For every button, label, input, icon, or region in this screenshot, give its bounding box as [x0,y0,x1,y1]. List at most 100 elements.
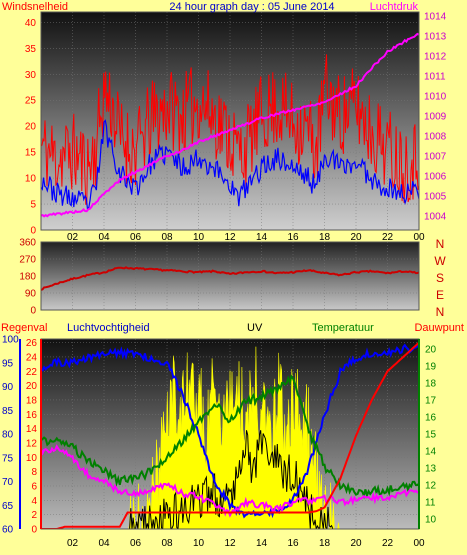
humidity-tick-label: 60 [2,525,14,536]
uv-title: UV [247,322,263,334]
uv-tick-label: 8 [31,467,37,478]
wind-average-line [41,119,419,211]
climate-x-tick-label: 08 [161,538,173,549]
humidity-tick-label: 70 [2,477,14,488]
temperature-tick-label: 19 [425,362,437,373]
temperature-tick-label: 17 [425,396,437,407]
wind-speed-tick-label: 30 [25,70,37,81]
climate-x-tick-label: 00 [413,538,425,549]
uv-tick-label: 4 [31,496,37,507]
uv-tick-label: 0 [31,525,37,536]
wind-x-tick-label: 16 [287,232,299,243]
climate-time-axis: 02 04 06 08 10 12 14 16 18 20 22 00 [67,538,425,549]
wind-time-axis: 02 04 06 08 10 12 14 16 18 20 22 00 [67,232,425,243]
pressure-tick-label: 1004 [424,212,447,223]
compass-label: N [436,305,445,319]
pressure-tick-label: 1012 [424,52,447,63]
wind-x-tick-label: 12 [224,232,236,243]
wind-speed-tick-label: 25 [25,96,37,107]
climate-x-tick-label: 10 [193,538,205,549]
direction-series [41,266,419,291]
humidity-tick-label: 95 [2,358,14,369]
wind-x-tick-label: 04 [98,232,110,243]
compass-label: E [436,288,444,302]
humidity-tick-label: 65 [2,501,14,512]
humidity-tick-label: 85 [2,406,14,417]
climate-x-tick-label: 20 [350,538,362,549]
climate-x-tick-label: 04 [98,538,110,549]
humidity-line [41,343,419,519]
wind-direction-line [41,266,419,291]
direction-tick-label: 0 [30,306,36,317]
wind-x-tick-label: 08 [161,232,173,243]
direction-tick-label: 360 [19,238,36,249]
direction-tick-label: 180 [19,272,36,283]
climate-x-tick-label: 14 [256,538,268,549]
temperature-title: Temperatuur [312,322,374,334]
pressure-tick-label: 1010 [424,92,447,103]
humidity-title: Luchtvochtigheid [67,322,150,334]
wind-speed-tick-label: 40 [25,18,37,29]
humidity-axis: 60 65 70 75 80 85 90 95 100 [2,335,19,536]
pressure-axis: 1004 1005 1006 1007 1008 1009 1010 1011 1012 1013… [424,12,447,223]
temperature-axis: 10 11 12 13 14 15 16 17 18 19 20 [425,345,437,526]
direction-degree-axis: 0 90 180 270 360 [19,238,36,317]
pressure-tick-label: 1011 [424,72,446,83]
temperature-tick-label: 16 [425,413,437,424]
compass-label: S [436,271,444,285]
temperature-tick-label: 20 [425,345,437,356]
pressure-line [41,32,419,218]
climate-x-tick-label: 18 [319,538,331,549]
wind-speed-tick-label: 20 [25,122,37,133]
wind-plot-border [40,11,420,231]
pressure-tick-label: 1006 [424,172,447,183]
humidity-tick-label: 75 [2,453,14,464]
uv-area [41,346,419,529]
direction-tick-label: 90 [25,289,37,300]
temperature-tick-label: 13 [425,463,437,474]
temperature-tick-label: 12 [425,480,437,491]
direction-plot-border [40,241,420,311]
temperature-tick-label: 11 [425,497,436,508]
dewpoint-line [41,444,419,518]
climate-x-tick-label: 16 [287,538,299,549]
wind-speed-axis: 0 5 10 15 20 25 30 35 40 [25,18,37,237]
uv-tick-label: 22 [26,367,38,378]
temperature-tick-label: 14 [425,446,437,457]
wind-x-tick-label: 18 [319,232,331,243]
wind-x-tick-label: 10 [193,232,205,243]
uv-tick-label: 14 [26,424,38,435]
chart-title: 24 hour graph day : 05 June 2014 [169,1,334,13]
uv-tick-label: 12 [26,438,38,449]
wind-x-tick-label: 00 [413,232,425,243]
uv-tick-label: 26 [26,338,38,349]
wind-speed-tick-label: 15 [25,148,37,159]
temperature-tick-label: 10 [425,514,437,525]
dewpoint-title: Dauwpunt [414,322,464,334]
wind-x-tick-label: 20 [350,232,362,243]
uv-tick-label: 16 [26,410,38,421]
wind-speed-tick-label: 10 [25,174,37,185]
uv-tick-label: 2 [31,510,37,521]
wind-speed-title: Windsnelheid [2,1,68,13]
climate-x-tick-label: 22 [382,538,394,549]
wind-x-tick-label: 06 [130,232,142,243]
climate-series [41,341,419,529]
direction-tick-label: 270 [19,255,36,266]
pressure-tick-label: 1014 [424,12,447,23]
pressure-tick-label: 1005 [424,192,447,203]
pressure-title: Luchtdruk [370,1,419,13]
wind-gust-line [41,54,419,205]
rain-title: Regenval [1,322,47,334]
humidity-tick-label: 100 [2,335,19,346]
temperature-tick-label: 18 [425,379,437,390]
wind-speed-tick-label: 5 [30,200,36,211]
climate-x-tick-label: 12 [224,538,236,549]
uv-tick-label: 24 [26,352,38,363]
